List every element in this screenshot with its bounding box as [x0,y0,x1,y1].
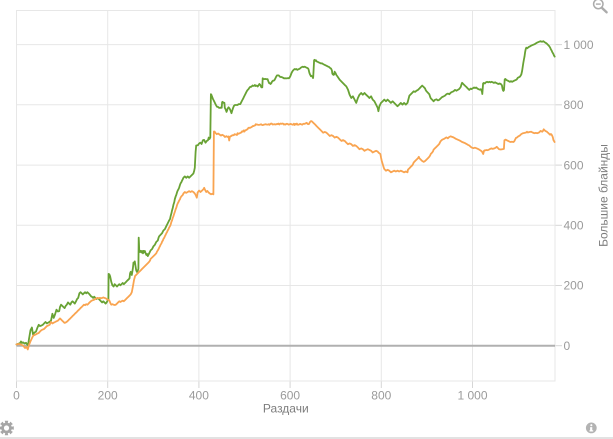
svg-text:1 000: 1 000 [457,389,487,403]
svg-text:Раздачи: Раздачи [263,402,309,416]
svg-text:600: 600 [280,389,300,403]
svg-text:600: 600 [564,158,584,172]
svg-text:200: 200 [98,389,118,403]
svg-text:400: 400 [189,389,209,403]
svg-text:1 000: 1 000 [564,38,594,52]
svg-text:400: 400 [564,219,584,233]
svg-text:0: 0 [564,339,571,353]
svg-text:800: 800 [564,98,584,112]
svg-text:0: 0 [13,389,20,403]
svg-text:Большие блайнды: Большие блайнды [597,144,611,247]
svg-text:200: 200 [564,279,584,293]
svg-text:800: 800 [371,389,391,403]
